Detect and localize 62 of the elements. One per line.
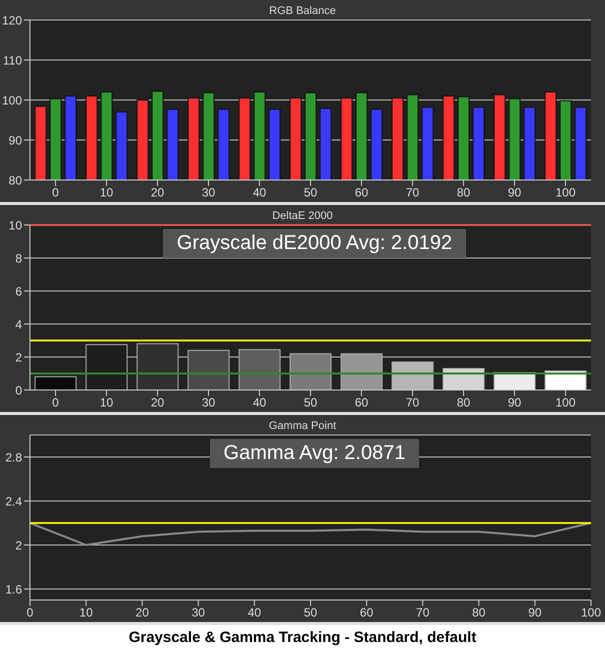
y-tick-label: 120 [2, 13, 22, 28]
x-tick-label: 70 [416, 606, 430, 620]
x-tick-label: 20 [136, 606, 150, 620]
y-tick-label: 10 [8, 218, 22, 232]
x-tick-label: 10 [79, 606, 94, 620]
y-tick-label: 8 [15, 251, 22, 266]
x-tick-label: 50 [304, 186, 318, 200]
x-tick-label: 70 [406, 186, 420, 200]
text: Grayscale & Gamma Tracking - Standard, default [128, 628, 478, 646]
x-tick-label: 30 [202, 186, 216, 200]
x-tick-label: 40 [248, 606, 262, 620]
x-tick-label: 40 [252, 186, 266, 200]
x-tick-label: 90 [508, 396, 522, 410]
x-tick-label: 20 [150, 186, 164, 200]
annotation: Grayscale dE2000 Avg: 2.0192 [162, 229, 466, 258]
bar [188, 350, 230, 390]
bar [136, 343, 179, 390]
line-series [30, 522, 591, 546]
x-tick-label: 50 [304, 606, 318, 620]
bar [340, 353, 383, 390]
x-tick-label: 60 [354, 186, 368, 200]
x-tick-label: 50 [304, 396, 318, 410]
x-tick-label: 20 [150, 396, 164, 410]
x-tick-label: 10 [100, 186, 114, 200]
x-tick-label: 100 [555, 186, 576, 200]
x-tick-label: 10 [100, 396, 114, 410]
y-tick-label: 2.8 [5, 450, 22, 464]
chart-title: Gamma Point [268, 420, 338, 432]
x-tick-label: 80 [456, 396, 470, 410]
y-tick-label: 80 [8, 173, 22, 188]
x-tick-label: 90 [528, 606, 542, 620]
x-tick-label: 30 [202, 396, 216, 410]
bar [34, 376, 77, 390]
y-tick-label: 110 [2, 53, 22, 68]
y-tick-label: 90 [8, 133, 22, 148]
bar [238, 349, 281, 390]
x-tick-label: 0 [26, 606, 34, 620]
x-tick-label: 40 [252, 396, 266, 410]
y-tick-label: 2.4 [5, 494, 22, 508]
bar [392, 361, 434, 390]
chart-title: RGB Balance [269, 5, 336, 17]
x-tick-label: 70 [406, 396, 420, 410]
x-tick-label: 100 [580, 606, 602, 620]
chart-title: DeltaE 2000 [272, 210, 333, 222]
y-tick-label: 100 [2, 93, 22, 108]
x-tick-label: 90 [508, 186, 522, 200]
y-tick-label: 2 [15, 538, 22, 552]
x-tick-label: 80 [456, 186, 470, 200]
x-tick-label: 0 [52, 186, 60, 200]
y-tick-label: 6 [15, 284, 22, 298]
x-tick-label: 100 [555, 396, 576, 410]
y-tick-label: 4 [15, 317, 22, 332]
y-tick-label: 1.6 [5, 582, 22, 596]
annotation: Gamma Avg: 2.0871 [210, 439, 420, 468]
bar [290, 353, 332, 390]
x-tick-label: 60 [354, 396, 368, 410]
x-tick-label: 60 [360, 606, 374, 620]
y-tick-label: 0 [15, 383, 22, 398]
x-tick-label: 80 [472, 606, 486, 620]
x-tick-label: 30 [192, 606, 206, 620]
y-tick-label: 2 [15, 350, 22, 364]
x-tick-label: 0 [52, 396, 60, 410]
